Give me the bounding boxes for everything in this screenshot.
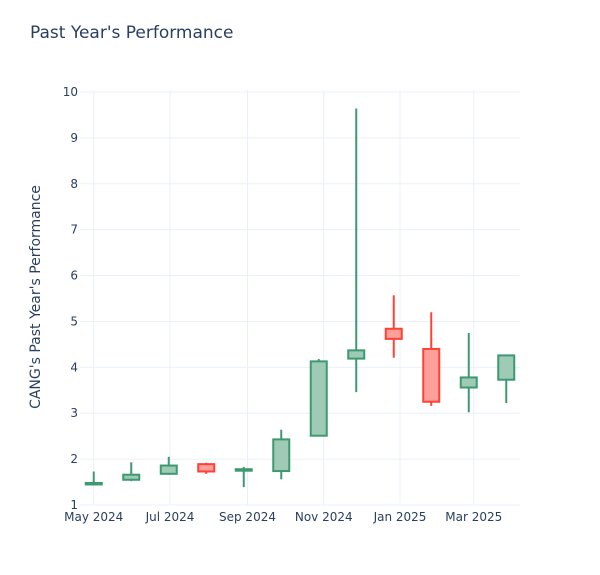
x-tick-label: Sep 2024 — [219, 510, 276, 524]
y-axis-label: CANG's Past Year's Performance — [28, 185, 44, 409]
candle — [272, 429, 291, 480]
x-tick-label: Nov 2024 — [295, 510, 353, 524]
candle-body — [459, 376, 478, 389]
candle — [84, 471, 103, 486]
x-tick-label: May 2024 — [64, 510, 123, 524]
candle — [197, 462, 216, 474]
candle-body — [159, 464, 178, 475]
candle-body — [422, 347, 441, 403]
candle-body — [197, 463, 216, 473]
candle — [422, 312, 441, 406]
y-tick-label: 6 — [70, 269, 78, 283]
x-tick-label: Jul 2024 — [145, 510, 195, 524]
candle-body — [384, 327, 403, 340]
candle — [122, 462, 141, 482]
candle — [347, 108, 366, 393]
y-tick-label: 3 — [70, 406, 78, 420]
y-tick-label: 9 — [70, 131, 78, 145]
candle-body — [272, 438, 291, 473]
candle-body — [234, 468, 253, 472]
y-tick-label: 5 — [70, 314, 78, 328]
y-axis-ticks: 1 2 3 4 5 6 7 8 9 10 — [63, 85, 78, 512]
candle — [234, 466, 253, 488]
y-tick-label: 1 — [70, 498, 78, 512]
y-tick-label: 7 — [70, 223, 78, 237]
chart-title: Past Year's Performance — [30, 23, 234, 43]
y-tick-label: 8 — [70, 177, 78, 191]
candle — [497, 354, 516, 404]
candle-body — [84, 481, 103, 486]
grid — [80, 90, 520, 506]
x-axis-ticks: May 2024 Jul 2024 Sep 2024 Nov 2024 Jan 2025… — [64, 510, 502, 524]
candle-body — [347, 349, 366, 360]
candle — [309, 359, 328, 437]
candle-body — [497, 354, 516, 381]
candle — [159, 456, 178, 475]
x-tick-label: Jan 2025 — [373, 510, 427, 524]
x-tick-label: Mar 2025 — [445, 510, 502, 524]
y-tick-label: 2 — [70, 452, 78, 466]
y-tick-label: 4 — [70, 360, 78, 374]
candle-body — [309, 360, 328, 437]
candle-body — [122, 473, 141, 481]
candles — [84, 108, 516, 488]
candle — [384, 295, 403, 358]
candle — [459, 332, 478, 413]
y-tick-label: 10 — [63, 85, 78, 99]
